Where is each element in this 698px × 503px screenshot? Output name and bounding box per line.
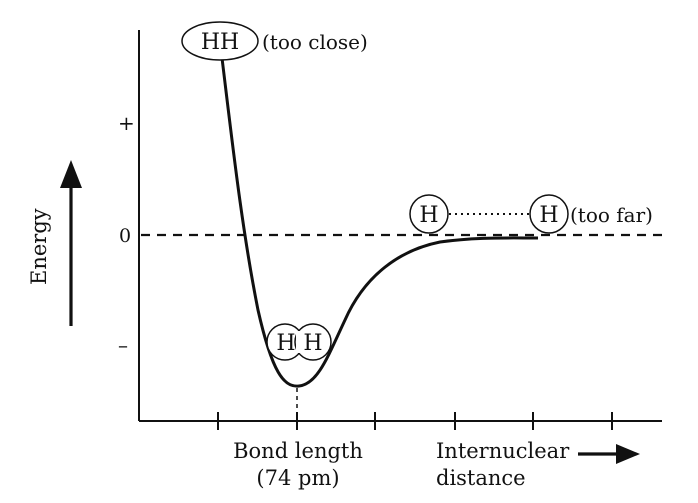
bonded-atom-left-label: H <box>276 331 295 356</box>
bond-length-label-line2: (74 pm) <box>256 466 339 490</box>
too-close-note: (too close) <box>262 30 368 54</box>
bonded-atom-right-label: H <box>303 331 322 356</box>
too-far-atom-left-label: H <box>419 203 438 228</box>
y-axis-label: Energy <box>27 208 51 285</box>
bond-length-label-line1: Bond length <box>233 439 363 463</box>
y-tick-plus: + <box>118 111 135 135</box>
bonded-atom-right <box>294 323 332 361</box>
energy-arrowhead <box>60 160 82 188</box>
too-far-atom-right-label: H <box>539 203 558 228</box>
too-far-atom-left <box>409 194 449 234</box>
energy-curve <box>220 57 539 388</box>
too-close-atoms: HH <box>201 30 239 55</box>
distance-arrowhead <box>616 444 640 464</box>
too-close-molecule <box>181 21 259 61</box>
too-far-atom-right <box>529 194 569 234</box>
x-axis-label-line1: Internuclear <box>436 439 570 463</box>
y-tick-minus: – <box>118 333 128 357</box>
x-axis-label-line2: distance <box>436 466 526 490</box>
y-tick-zero: 0 <box>119 225 131 247</box>
too-far-note: (too far) <box>570 203 653 227</box>
